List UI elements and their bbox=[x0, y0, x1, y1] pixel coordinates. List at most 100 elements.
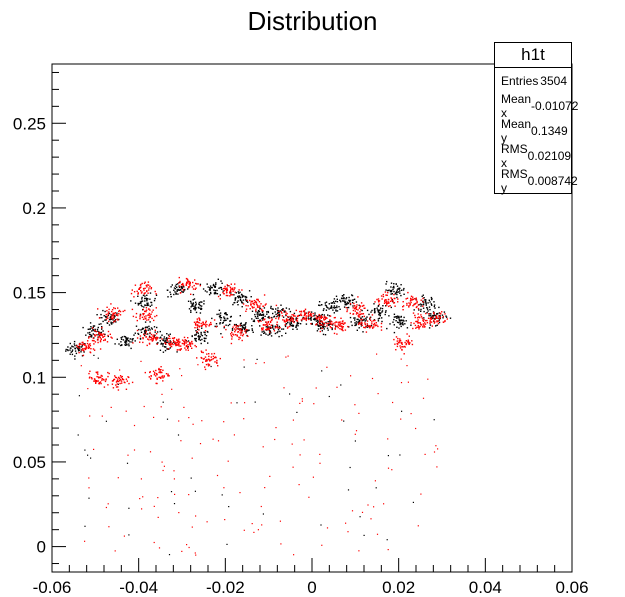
data-point bbox=[345, 307, 348, 309]
data-point bbox=[162, 380, 164, 382]
data-point bbox=[227, 317, 229, 320]
data-point bbox=[183, 406, 185, 408]
data-point bbox=[204, 366, 206, 368]
data-point bbox=[413, 309, 415, 311]
data-point bbox=[378, 301, 380, 303]
data-point bbox=[117, 378, 119, 380]
data-point bbox=[155, 372, 158, 375]
data-point bbox=[425, 302, 427, 305]
data-point bbox=[111, 337, 113, 339]
data-point bbox=[262, 446, 264, 448]
data-point bbox=[157, 497, 159, 499]
data-point bbox=[177, 434, 180, 436]
data-point bbox=[113, 321, 115, 323]
data-point bbox=[116, 312, 118, 314]
data-point bbox=[331, 306, 333, 309]
data-point bbox=[343, 420, 345, 422]
data-point bbox=[196, 320, 199, 322]
data-point bbox=[87, 340, 89, 342]
data-point bbox=[397, 321, 400, 324]
data-point bbox=[315, 318, 317, 320]
data-point bbox=[335, 326, 337, 328]
data-point bbox=[430, 321, 433, 323]
data-point bbox=[142, 294, 145, 297]
data-point bbox=[199, 305, 201, 307]
data-point bbox=[177, 288, 179, 291]
data-point bbox=[343, 306, 346, 308]
data-point bbox=[199, 284, 201, 287]
data-point bbox=[223, 320, 225, 322]
data-point bbox=[233, 324, 236, 327]
data-point bbox=[402, 301, 404, 303]
data-point bbox=[415, 297, 417, 299]
data-point bbox=[101, 328, 103, 330]
data-point bbox=[156, 314, 158, 317]
data-point bbox=[434, 307, 436, 309]
data-point bbox=[223, 289, 225, 292]
data-point bbox=[240, 332, 243, 334]
data-point bbox=[167, 340, 169, 342]
data-point bbox=[368, 326, 370, 328]
data-point bbox=[334, 322, 336, 324]
data-point bbox=[260, 320, 262, 322]
data-point bbox=[226, 287, 228, 289]
data-point bbox=[183, 342, 185, 345]
data-point bbox=[256, 304, 258, 306]
data-point bbox=[110, 322, 112, 324]
data-point bbox=[282, 308, 284, 310]
data-point bbox=[194, 327, 196, 329]
data-point bbox=[269, 331, 271, 333]
data-point bbox=[222, 287, 225, 290]
data-point bbox=[213, 289, 215, 291]
data-point bbox=[186, 544, 188, 546]
data-point bbox=[421, 303, 423, 306]
data-point bbox=[399, 454, 401, 456]
data-point bbox=[139, 284, 142, 286]
data-point bbox=[154, 329, 156, 331]
data-point bbox=[223, 316, 225, 318]
data-point bbox=[271, 316, 273, 319]
data-point bbox=[93, 349, 96, 351]
data-point bbox=[101, 415, 103, 417]
data-point bbox=[334, 306, 337, 309]
data-point bbox=[297, 325, 299, 327]
data-point bbox=[154, 336, 156, 339]
data-point bbox=[108, 324, 111, 326]
data-point bbox=[267, 310, 269, 313]
data-point bbox=[445, 315, 447, 317]
data-point bbox=[278, 311, 280, 313]
data-point bbox=[156, 378, 158, 380]
data-point bbox=[333, 317, 336, 319]
data-point bbox=[373, 309, 376, 311]
data-point bbox=[364, 307, 366, 309]
data-point bbox=[184, 341, 186, 343]
data-point bbox=[204, 356, 207, 358]
data-point bbox=[220, 333, 222, 335]
data-point bbox=[292, 324, 295, 327]
data-point bbox=[392, 288, 394, 291]
data-point bbox=[195, 301, 197, 303]
data-point bbox=[347, 531, 349, 533]
data-point bbox=[243, 328, 246, 330]
data-point bbox=[241, 295, 244, 297]
data-point bbox=[205, 337, 207, 340]
data-point bbox=[319, 304, 321, 307]
data-point bbox=[190, 293, 192, 295]
data-point bbox=[242, 326, 244, 328]
data-point bbox=[369, 318, 371, 320]
data-point bbox=[317, 328, 320, 330]
data-point bbox=[365, 331, 368, 333]
data-point bbox=[234, 331, 236, 333]
data-point bbox=[405, 320, 407, 322]
data-point bbox=[105, 379, 107, 381]
data-point bbox=[176, 344, 178, 346]
data-point bbox=[396, 315, 399, 317]
data-point bbox=[187, 344, 189, 346]
data-point bbox=[88, 337, 90, 339]
data-point bbox=[418, 326, 420, 328]
data-point bbox=[432, 314, 434, 317]
data-point bbox=[351, 294, 354, 297]
data-point bbox=[422, 323, 424, 325]
stats-label: Mean x bbox=[501, 91, 532, 120]
data-point bbox=[419, 325, 421, 328]
